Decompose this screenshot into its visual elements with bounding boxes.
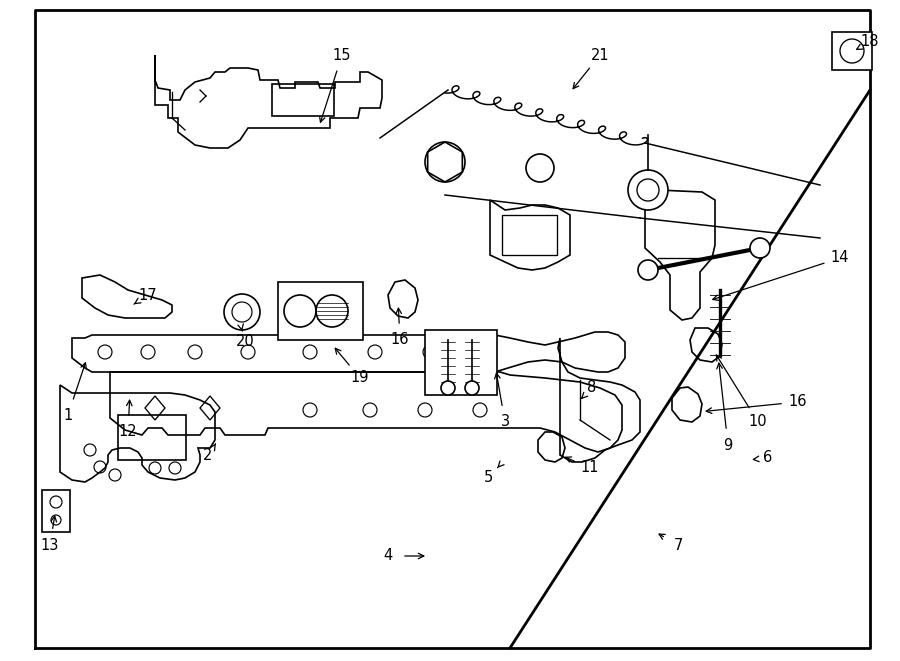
Circle shape	[638, 260, 658, 280]
Text: 17: 17	[139, 288, 158, 303]
Text: 10: 10	[749, 414, 768, 430]
Text: 2: 2	[203, 449, 212, 463]
Text: 19: 19	[351, 371, 369, 385]
Text: 9: 9	[724, 438, 733, 453]
Bar	[832, 32, 872, 70]
Text: 8: 8	[588, 381, 597, 395]
Bar	[118, 415, 186, 460]
Circle shape	[526, 154, 554, 182]
Bar	[425, 330, 497, 395]
Circle shape	[628, 170, 668, 210]
Bar	[502, 215, 557, 255]
Text: 3: 3	[500, 414, 509, 430]
Circle shape	[465, 381, 479, 395]
Circle shape	[750, 238, 770, 258]
Bar	[278, 282, 363, 340]
Text: 20: 20	[236, 334, 255, 350]
Text: 18: 18	[860, 34, 879, 50]
Text: 14: 14	[831, 251, 850, 266]
Text: 6: 6	[763, 451, 772, 465]
Circle shape	[224, 294, 260, 330]
Text: 16: 16	[788, 395, 807, 410]
Text: 21: 21	[590, 48, 609, 63]
Text: 12: 12	[119, 424, 138, 440]
Circle shape	[441, 381, 455, 395]
Bar	[42, 490, 70, 532]
Text: 13: 13	[40, 537, 59, 553]
Circle shape	[425, 142, 465, 182]
Text: 16: 16	[391, 332, 410, 348]
Text: 11: 11	[580, 461, 599, 475]
Text: 5: 5	[483, 471, 492, 485]
Text: 15: 15	[333, 48, 351, 63]
Text: 4: 4	[383, 549, 392, 563]
Text: 7: 7	[673, 537, 683, 553]
Bar	[272, 84, 334, 116]
Text: 1: 1	[63, 407, 73, 422]
